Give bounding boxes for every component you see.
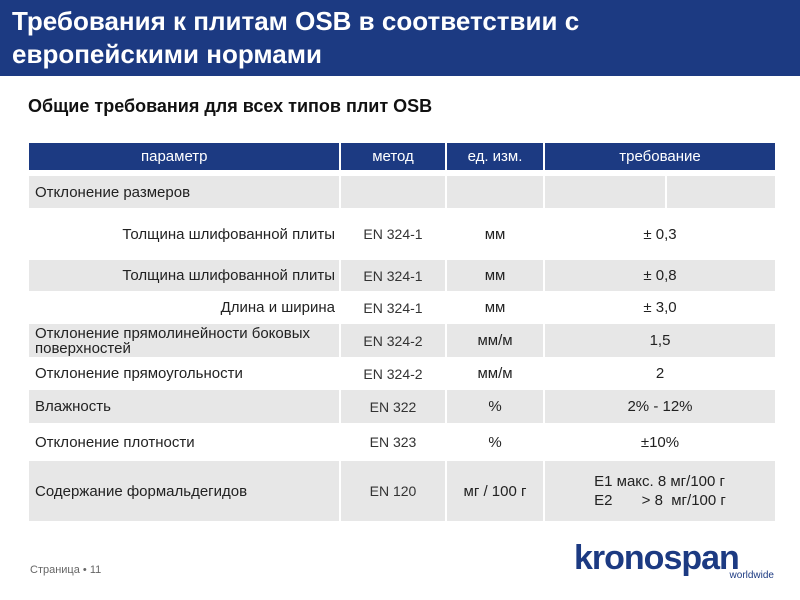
- method-cell: EN 120: [341, 461, 445, 521]
- table-row: Отклонение прямоугольности EN 324-2 мм/м…: [29, 359, 775, 388]
- unit-cell: [447, 176, 543, 208]
- method-cell: EN 322: [341, 390, 445, 423]
- requirement-cell: [545, 176, 665, 208]
- parameter-cell: Толщина шлифованной плиты: [29, 260, 339, 291]
- table-row: Толщина шлифованной плиты EN 324-1 мм ± …: [29, 260, 775, 291]
- table-row: Содержание формальдегидов EN 120 мг / 10…: [29, 461, 775, 521]
- title-banner: Требования к плитам OSB в соответствии с…: [0, 0, 800, 76]
- method-cell: EN 324-1: [341, 293, 445, 322]
- method-cell: EN 324-1: [341, 260, 445, 291]
- unit-cell: %: [447, 425, 543, 459]
- table-row: Отклонение плотности EN 323 % ±10%: [29, 425, 775, 459]
- method-cell: EN 324-1: [341, 210, 445, 258]
- slide-title: Требования к плитам OSB в соответствии с…: [12, 6, 580, 69]
- unit-cell: %: [447, 390, 543, 423]
- method-cell: EN 323: [341, 425, 445, 459]
- parameter-cell: Отклонение прямоугольности: [29, 359, 339, 388]
- column-header-requirement: требование: [545, 143, 775, 170]
- requirement-line-e2: E2 > 8 мг/100 г: [594, 492, 726, 509]
- requirement-cell: 2% - 12%: [545, 390, 775, 423]
- parameter-text: Отклонение прямолинейности боковых повер…: [35, 324, 311, 357]
- logo-wordmark: kronospan: [574, 539, 740, 577]
- parameter-cell: Отклонение плотности: [29, 425, 339, 459]
- unit-cell: мм/м: [447, 324, 543, 357]
- table-row: Влажность EN 322 % 2% - 12%: [29, 390, 775, 423]
- requirement-line-e1: E1 макс. 8 мг/100 г: [594, 473, 725, 490]
- requirement-cell: ± 0,8: [545, 260, 775, 291]
- table-row: Отклонение размеров: [29, 176, 775, 208]
- parameter-cell: Отклонение размеров: [29, 176, 339, 208]
- parameter-cell: Длина и ширина: [29, 293, 339, 322]
- requirement-cell: E1 макс. 8 мг/100 г E2 > 8 мг/100 г: [545, 461, 775, 521]
- unit-cell: мм: [447, 293, 543, 322]
- column-header-unit: ед. изм.: [447, 143, 543, 170]
- unit-cell: мм/м: [447, 359, 543, 388]
- requirement-cell: 1,5: [545, 324, 775, 357]
- table-row: Отклонение прямолинейности боковых повер…: [29, 324, 775, 357]
- requirement-cell: ± 0,3: [545, 210, 775, 258]
- unit-cell: мм: [447, 260, 543, 291]
- table-row: Длина и ширина EN 324-1 мм ± 3,0: [29, 293, 775, 322]
- parameter-cell: Толщина шлифованной плиты: [29, 210, 339, 258]
- requirement-cell: 2: [545, 359, 775, 388]
- column-header-parameter: параметр: [29, 143, 339, 170]
- column-header-method: метод: [341, 143, 445, 170]
- parameter-cell: Содержание формальдегидов: [29, 461, 339, 521]
- requirement-cell: ±10%: [545, 425, 775, 459]
- requirement-lines: E1 макс. 8 мг/100 г E2 > 8 мг/100 г: [594, 472, 726, 510]
- method-cell: EN 324-2: [341, 359, 445, 388]
- parameter-cell: Влажность: [29, 390, 339, 423]
- table-header-row: параметр метод ед. изм. требование: [29, 143, 775, 170]
- unit-cell: мм: [447, 210, 543, 258]
- requirement-cell-extra: [667, 176, 775, 208]
- kronospan-logo: kronospan worldwide: [574, 538, 776, 584]
- method-cell: EN 324-2: [341, 324, 445, 357]
- requirement-cell: ± 3,0: [545, 293, 775, 322]
- method-cell: [341, 176, 445, 208]
- unit-cell: мг / 100 г: [447, 461, 543, 521]
- table-row: Толщина шлифованной плиты EN 324-1 мм ± …: [29, 210, 775, 258]
- parameter-cell: Отклонение прямолинейности боковых повер…: [29, 324, 339, 357]
- logo-tagline: worldwide: [729, 570, 774, 581]
- section-subtitle: Общие требования для всех типов плит OSB: [28, 96, 433, 116]
- requirements-table: параметр метод ед. изм. требование Откло…: [29, 143, 775, 521]
- page-number: Страница • 11: [30, 564, 102, 576]
